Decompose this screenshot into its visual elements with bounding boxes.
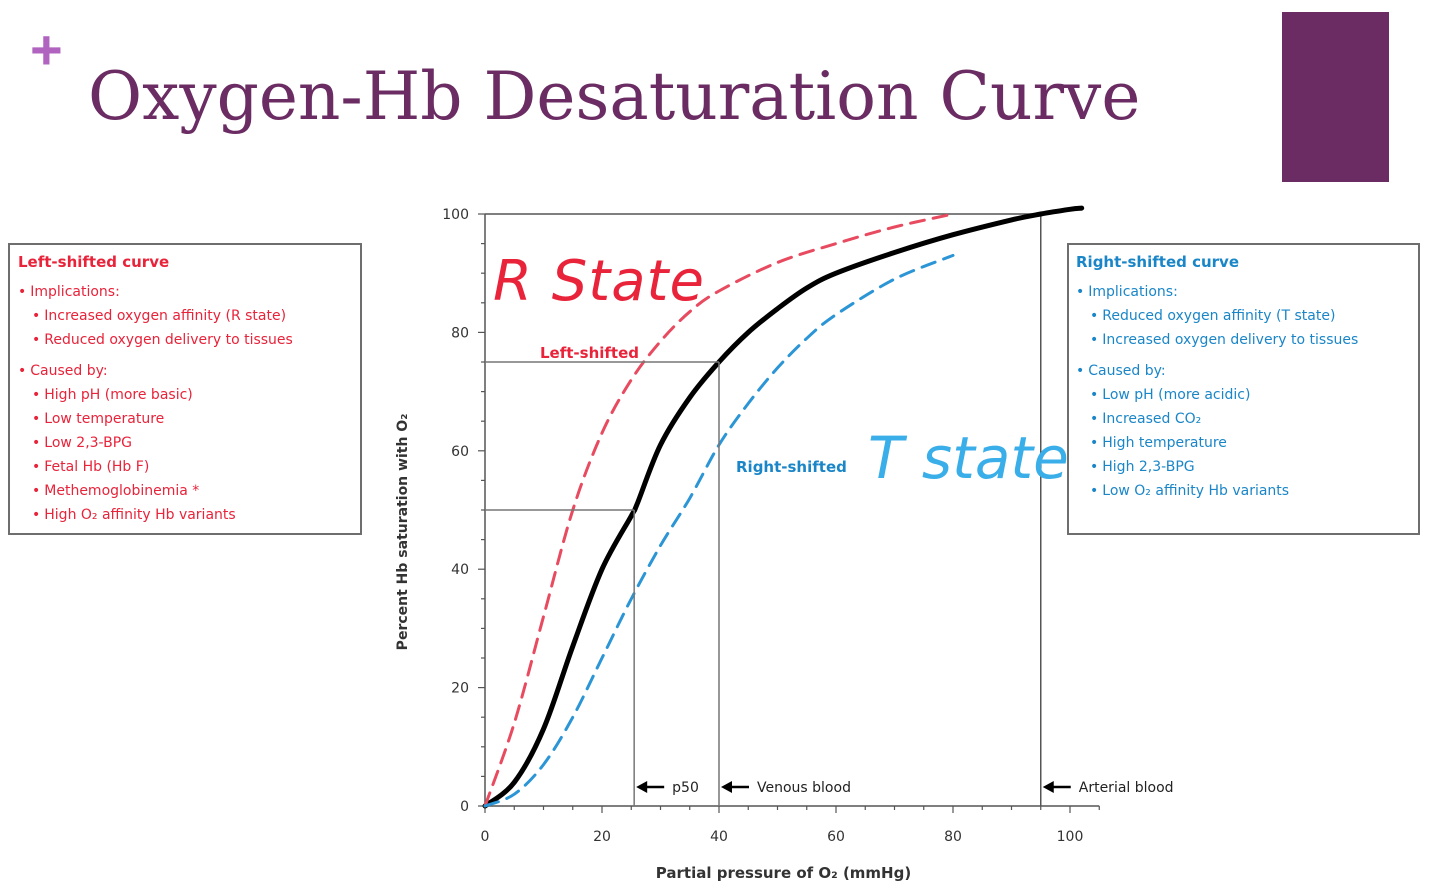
left-box-item: • Caused by: <box>18 359 360 383</box>
y-axis-label: Percent Hb saturation with O₂ <box>395 414 411 651</box>
right-box-item: • Low pH (more acidic) <box>1076 383 1418 407</box>
bullet-icon: • <box>18 363 27 379</box>
bullet-icon: • <box>1090 411 1099 427</box>
left-box-item-text: Increased oxygen affinity (R state) <box>44 308 287 324</box>
marker-label: Arterial blood <box>1079 780 1174 796</box>
left-box-title: Left-shifted curve <box>18 253 170 271</box>
x-tick-label: 0 <box>481 829 490 845</box>
left-box-list: • Implications: • Increased oxygen affinity… <box>18 280 360 527</box>
bullet-icon: • <box>32 332 41 348</box>
x-tick-label: 100 <box>1057 829 1084 845</box>
bullet-icon: • <box>18 284 27 300</box>
left-box-item: • Increased oxygen affinity (R state) <box>18 304 360 328</box>
left-box-item-text: Low 2,3-BPG <box>44 435 132 451</box>
bullet-icon: • <box>1076 284 1085 300</box>
bullet-icon: • <box>32 507 41 523</box>
bullet-icon: • <box>32 308 41 324</box>
left-box-item-text: Caused by: <box>30 363 108 379</box>
right-box-title: Right-shifted curve <box>1076 253 1240 271</box>
right-box-item-text: Implications: <box>1088 284 1178 300</box>
right-box-item: • Implications: <box>1076 280 1418 304</box>
bullet-icon: • <box>32 483 41 499</box>
y-tick-label: 20 <box>451 681 469 697</box>
left-box-item-text: High pH (more basic) <box>44 387 193 403</box>
right-box-item-text: Increased CO₂ <box>1102 411 1202 427</box>
x-axis-label: Partial pressure of O₂ (mmHg) <box>656 864 911 882</box>
slide-title: Oxygen-Hb Desaturation Curve <box>88 58 1141 135</box>
marker-arrow-icon <box>636 781 648 793</box>
left-box-item: • Methemoglobinemia * <box>18 479 360 503</box>
left-box-item-text: Low temperature <box>44 411 165 427</box>
y-tick-label: 80 <box>451 325 469 341</box>
marker-label: p50 <box>672 780 699 796</box>
y-tick-label: 40 <box>451 562 469 578</box>
marker-label: Venous blood <box>757 780 851 796</box>
right-curve <box>483 253 955 808</box>
normal-curve <box>482 205 1085 809</box>
left-box-item: • Low 2,3-BPG <box>18 431 360 455</box>
handwritten-r-state-note: R State <box>493 249 705 314</box>
right-box-item: • High temperature <box>1076 431 1418 455</box>
x-tick-label: 40 <box>710 829 728 845</box>
marker-arrow-icon <box>1042 781 1054 793</box>
right-box-item-text: Reduced oxygen affinity (T state) <box>1102 308 1336 324</box>
y-tick-label: 60 <box>451 444 469 460</box>
bullet-icon: • <box>1090 332 1099 348</box>
left-curve <box>483 212 955 808</box>
left-box-item-text: Implications: <box>30 284 120 300</box>
right-shifted-curve-label: Right-shifted <box>736 458 847 476</box>
handwritten-t-state-note: T state <box>868 424 1069 492</box>
bullet-icon: • <box>1090 308 1099 324</box>
right-box-item-text: High temperature <box>1102 435 1227 451</box>
right-box-item-text: Increased oxygen delivery to tissues <box>1102 332 1359 348</box>
left-box-item-text: High O₂ affinity Hb variants <box>44 507 236 523</box>
bullet-icon: • <box>32 435 41 451</box>
left-box-item: • Reduced oxygen delivery to tissues <box>18 328 360 352</box>
left-box-item-text: Reduced oxygen delivery to tissues <box>44 332 293 348</box>
chart-axes: 0 20 40 60 80 100 0 20 40 60 80 100 Partial pressure… <box>395 207 1100 882</box>
bullet-icon: • <box>32 411 41 427</box>
bullet-icon: • <box>1076 363 1085 379</box>
right-box-item: • Caused by: <box>1076 359 1418 383</box>
bullet-icon: • <box>32 459 41 475</box>
right-box-item-text: Low O₂ affinity Hb variants <box>1102 483 1290 499</box>
right-shifted-info-box: Right-shifted curve • Implications: • Reduc… <box>1067 243 1420 535</box>
right-box-item: • Increased oxygen delivery to tissues <box>1076 328 1418 352</box>
bullet-icon: • <box>1090 483 1099 499</box>
right-box-list: • Implications: • Reduced oxygen affinity (… <box>1076 280 1418 503</box>
bullet-icon: • <box>1090 435 1099 451</box>
left-box-item: • High pH (more basic) <box>18 383 360 407</box>
x-tick-label: 60 <box>827 829 845 845</box>
left-box-item: • Implications: <box>18 280 360 304</box>
x-tick-label: 80 <box>944 829 962 845</box>
left-box-item-text: Methemoglobinemia * <box>44 483 200 499</box>
left-shifted-info-box: Left-shifted curve • Implications: • Increa… <box>8 243 362 535</box>
right-box-item-text: Low pH (more acidic) <box>1102 387 1251 403</box>
bullet-icon: • <box>1090 387 1099 403</box>
right-box-item-text: Caused by: <box>1088 363 1166 379</box>
bullet-icon: • <box>1090 459 1099 475</box>
right-box-item: • Reduced oxygen affinity (T state) <box>1076 304 1418 328</box>
chart-curves <box>482 205 1085 809</box>
y-tick-label: 0 <box>460 799 469 815</box>
right-box-item: • Low O₂ affinity Hb variants <box>1076 479 1418 503</box>
left-box-item: • Low temperature <box>18 407 360 431</box>
left-shifted-curve-label: Left-shifted <box>540 344 639 362</box>
left-box-item: • Fetal Hb (Hb F) <box>18 455 360 479</box>
y-tick-label: 100 <box>442 207 469 223</box>
left-box-item-text: Fetal Hb (Hb F) <box>44 459 150 475</box>
left-box-item: • High O₂ affinity Hb variants <box>18 503 360 527</box>
chart-annotations: Left-shifted Right-shifted p50 Venous blood… <box>485 249 1174 806</box>
corner-accent-block <box>1282 12 1389 182</box>
right-box-item: • High 2,3-BPG <box>1076 455 1418 479</box>
right-box-item-text: High 2,3-BPG <box>1102 459 1195 475</box>
marker-arrow-icon <box>721 781 732 793</box>
x-tick-label: 20 <box>593 829 611 845</box>
right-box-item: • Increased CO₂ <box>1076 407 1418 431</box>
plus-icon: + <box>30 18 63 81</box>
bullet-icon: • <box>32 387 41 403</box>
